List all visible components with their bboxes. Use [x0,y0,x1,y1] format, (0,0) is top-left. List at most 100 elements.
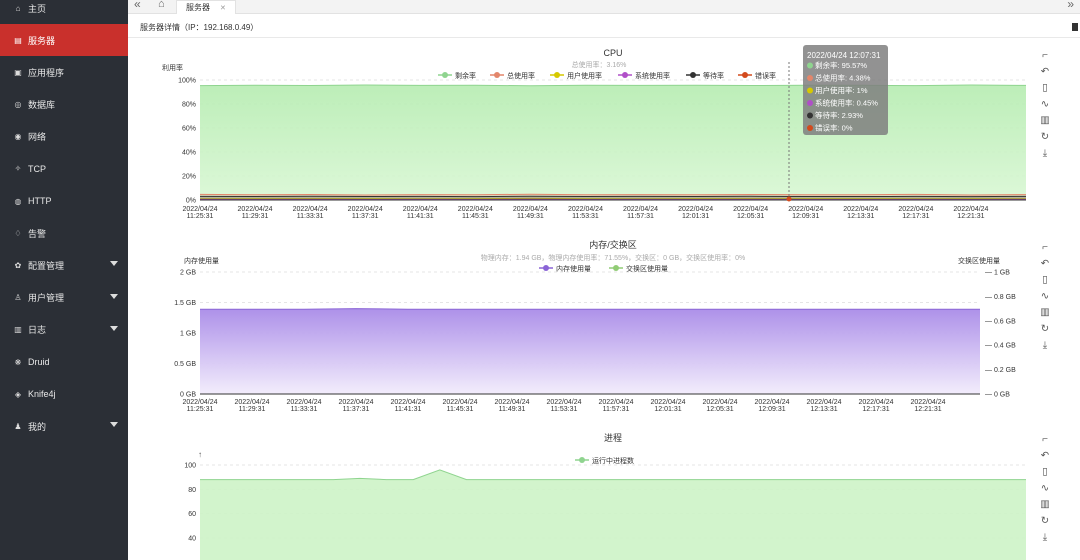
tooltip-point [786,196,792,202]
chart-subtitle: 物理内存：1.94 GB，物理内存使用率：71.55%，交换区：0 GB，交换区… [481,253,746,262]
fullscreen-icon[interactable] [1072,23,1078,31]
x-tick-label: 2022/04/24 [403,206,438,213]
x-tick-label: 2022/04/24 [338,399,373,406]
tooltip-row: 总使用率: 4.38% [815,73,871,83]
x-tick-label: 12:05:31 [737,213,764,220]
x-tick-label: 2022/04/24 [754,399,789,406]
sidebar-item-10[interactable]: ▥ 日志 [0,314,128,346]
tooltip-row: 等待率: 2.93% [815,110,863,120]
sidebar-item-4[interactable]: ◉ 网络 [0,121,128,153]
y-tick-label: 0.5 GB [174,361,196,368]
x-tick-label: 12:09:31 [792,213,819,220]
bar-chart-icon: ▥ [1040,499,1049,510]
x-tick-label: 11:25:31 [187,406,214,413]
x-tick-label: 12:01:31 [682,213,709,220]
y-tick-label-right: — 0.8 GB [985,294,1016,301]
tab-server[interactable]: 服务器 ✕ [176,0,236,14]
undo-icon: ↶ [1041,258,1049,269]
sidebar-item-0[interactable]: ⌂ 主页 [0,0,128,24]
x-tick-label: 2022/04/24 [623,206,658,213]
sidebar-item-label: 告警 [28,228,47,239]
y-tick-label: 80 [188,487,196,494]
line-chart-icon: ∿ [1041,99,1049,110]
scroll-left-icon[interactable]: « [134,0,141,11]
sidebar-item-label: HTTP [28,196,52,206]
tooltip-title: 2022/04/24 12:07:31 [807,51,881,60]
y-tick-label: 1 GB [180,331,196,338]
x-tick-label: 12:17:31 [902,213,929,220]
document-icon: ▯ [1042,467,1048,478]
x-tick-label: 2022/04/24 [513,206,548,213]
legend-label: 交换区使用量 [626,264,668,273]
sidebar-item-7[interactable]: ♢ 告警 [0,217,128,249]
x-tick-label: 2022/04/24 [348,206,383,213]
scroll-right-icon[interactable]: » [1067,0,1074,11]
home-tab-icon[interactable]: ⌂ [158,0,165,10]
sidebar-item-5[interactable]: ✧ TCP [0,153,128,185]
x-tick-label: 11:57:31 [603,406,630,413]
x-tick-label: 11:41:31 [395,406,422,413]
sidebar-item-label: TCP [28,163,46,174]
sidebar-item-13[interactable]: ♟ 我的 [0,410,128,442]
chart-toolbox: ⌐ ↶ ▯ ∿ ▥ ↻ ⤓ [1040,242,1049,351]
x-tick-label: 11:45:31 [447,406,474,413]
legend-marker [554,72,560,78]
sidebar-item-8[interactable]: ✿ 配置管理 [0,249,128,281]
legend-marker [613,265,619,271]
x-tick-label: 2022/04/24 [598,399,633,406]
tooltip-marker [807,100,813,106]
x-tick-label: 2022/04/24 [546,399,581,406]
x-tick-label: 11:45:31 [462,213,489,220]
divider [128,37,1080,38]
sidebar-item-12[interactable]: ◈ Knife4j [0,378,128,410]
x-tick-label: 2022/04/24 [286,399,321,406]
chart-title: CPU [603,48,622,58]
legend-marker [543,265,549,271]
tooltip-marker [807,112,813,119]
y-tick-label: 0% [186,198,196,205]
sidebar-item-label: 主页 [28,3,47,14]
sidebar-item-label: 我的 [28,421,47,432]
users-icon: ♙ [14,293,22,303]
y-tick-label: 60 [188,511,196,518]
download-icon: ⤓ [1043,148,1048,159]
sidebar-item-label: 网络 [28,132,47,143]
refresh-icon: ↻ [1041,324,1049,335]
x-tick-label: 11:29:31 [239,406,266,413]
sidebar-item-3[interactable]: ◎ 数据库 [0,88,128,120]
x-tick-label: 12:05:31 [706,406,733,413]
undo-icon: ↶ [1041,450,1049,461]
y-axis-arrow-icon: ↑ [198,450,202,459]
sidebar-item-9[interactable]: ♙ 用户管理 [0,282,128,314]
home-icon: ⌂ [15,3,21,13]
sidebar-item-11[interactable]: ❋ Druid [0,346,128,378]
x-tick-label: 12:17:31 [862,406,889,413]
legend-marker [690,72,696,78]
chevron-down-icon [110,261,118,267]
sidebar-item-label: 配置管理 [28,260,65,271]
x-tick-label: 11:37:31 [343,406,370,413]
x-tick-label: 2022/04/24 [788,206,823,213]
x-tick-label: 11:49:31 [499,406,526,413]
series-line-remaining [199,84,1027,87]
close-icon[interactable]: ✕ [220,4,226,12]
x-tick-label: 12:13:31 [847,213,874,220]
x-tick-label: 11:49:31 [517,213,544,220]
y-tick-label-right: — 0 GB [985,392,1010,399]
x-tick-label: 11:41:31 [407,213,434,220]
chart-toolbox: ⌐ ↶ ▯ ∿ ▥ ↻ ⤓ [1040,50,1049,159]
x-tick-label: 2022/04/24 [843,206,878,213]
undo-icon: ↶ [1041,66,1049,77]
sidebar-item-1[interactable]: ▤ 服务器 [0,24,128,56]
series-line-memory [200,308,980,310]
sidebar-item-6[interactable]: ◍ HTTP [0,185,128,217]
server-icon: ▤ [14,35,22,45]
x-tick-label: 2022/04/24 [182,399,217,406]
download-icon: ⤓ [1043,532,1048,543]
line-chart-icon: ∿ [1041,291,1049,302]
network-icon: ◉ [14,132,22,142]
bell-icon: ♢ [14,228,22,238]
sidebar-item-2[interactable]: ▣ 应用程序 [0,56,128,88]
tooltip-box [803,45,888,135]
